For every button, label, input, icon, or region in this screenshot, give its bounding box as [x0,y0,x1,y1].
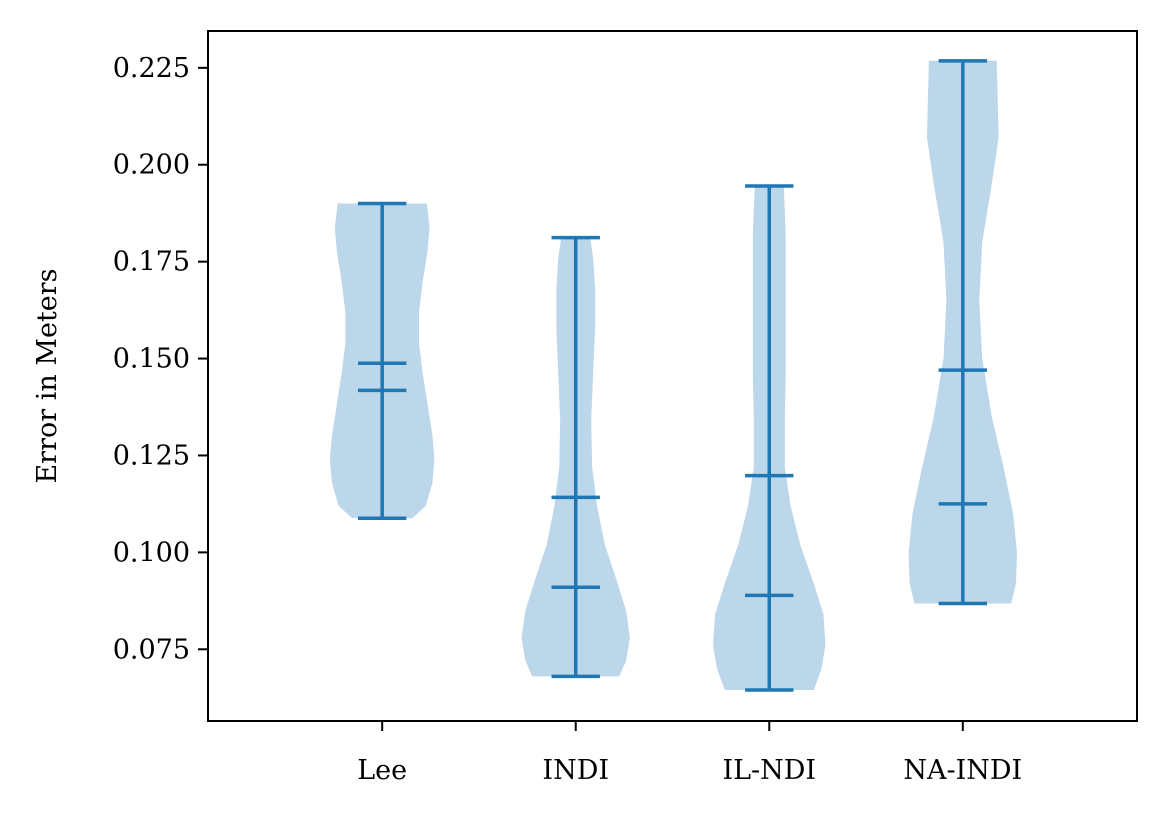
y-tick-label: 0.175 [113,247,190,278]
y-axis: 0.075 0.100 0.125 0.150 0.175 0.200 0.225 [113,53,208,665]
x-tick-label: NA-INDI [903,755,1022,786]
x-tick-label: INDI [542,755,609,786]
y-tick-label: 0.225 [113,53,190,84]
y-tick-label: 0.125 [113,440,190,471]
x-axis: Lee INDI IL-NDI NA-INDI [357,721,1022,786]
y-axis-label: Error in Meters [32,268,63,483]
y-tick-label: 0.075 [113,634,190,665]
y-tick-label: 0.150 [113,344,190,375]
violin-bodies [329,60,1017,690]
x-tick-label: Lee [357,755,407,786]
y-tick-label: 0.100 [113,537,190,568]
plot-frame [207,30,1138,722]
violin-bars [357,59,988,692]
x-tick-label: IL-NDI [722,755,816,786]
y-tick-label: 0.200 [113,150,190,181]
